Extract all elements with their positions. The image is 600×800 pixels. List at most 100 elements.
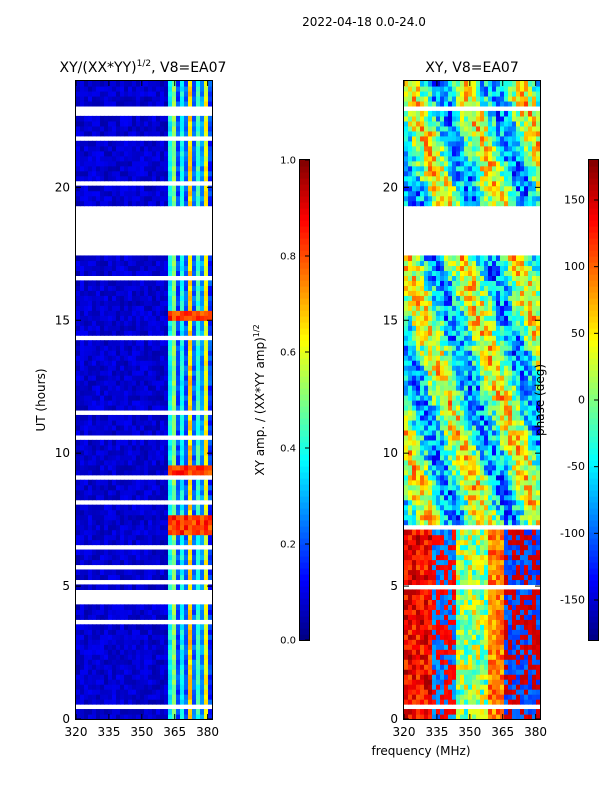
heatmap-cell bbox=[424, 599, 429, 605]
heatmap-cell bbox=[200, 130, 205, 137]
heatmap-cell bbox=[480, 489, 485, 496]
heatmap-cell bbox=[200, 609, 205, 615]
heatmap-cell bbox=[120, 639, 125, 645]
heatmap-cell bbox=[96, 155, 101, 162]
heatmap-cell bbox=[160, 95, 165, 102]
heatmap-cell bbox=[76, 404, 81, 411]
heatmap-cell bbox=[500, 649, 505, 655]
heatmap-cell bbox=[208, 639, 213, 645]
heatmap-cell bbox=[100, 115, 105, 122]
heatmap-cell bbox=[484, 549, 489, 556]
heatmap-cell bbox=[432, 609, 437, 615]
heatmap-cell bbox=[80, 524, 85, 531]
heatmap-cell bbox=[124, 325, 129, 331]
heatmap-cell bbox=[128, 449, 133, 456]
heatmap-cell bbox=[132, 554, 137, 561]
heatmap-cell bbox=[516, 514, 521, 521]
heatmap-cell bbox=[152, 175, 157, 182]
heatmap-cell bbox=[204, 290, 209, 296]
heatmap-cell bbox=[488, 539, 493, 546]
heatmap-cell bbox=[196, 674, 201, 680]
heatmap-cell bbox=[184, 290, 189, 296]
heatmap-cell bbox=[460, 589, 465, 595]
heatmap-cell bbox=[80, 489, 85, 496]
heatmap-cell bbox=[512, 579, 517, 586]
heatmap-cell bbox=[148, 145, 153, 152]
heatmap-cell bbox=[152, 295, 157, 301]
heatmap-cell bbox=[120, 305, 125, 311]
heatmap-cell bbox=[152, 255, 157, 262]
heatmap-cell bbox=[196, 305, 201, 311]
heatmap-cell bbox=[120, 539, 125, 546]
heatmap-cell bbox=[76, 699, 81, 705]
heatmap-cell bbox=[208, 145, 213, 152]
heatmap-cell bbox=[140, 175, 145, 182]
heatmap-cell bbox=[80, 360, 85, 366]
heatmap-cell bbox=[128, 305, 133, 311]
heatmap-cell bbox=[168, 330, 173, 336]
heatmap-cell bbox=[196, 385, 201, 391]
heatmap-cell bbox=[104, 639, 109, 645]
heatmap-cell bbox=[520, 619, 525, 625]
heatmap-cell bbox=[184, 190, 189, 197]
heatmap-cell bbox=[140, 449, 145, 456]
heatmap-cell bbox=[436, 609, 441, 615]
heatmap-cell bbox=[504, 624, 509, 630]
heatmap-cell bbox=[80, 375, 85, 381]
heatmap-cell bbox=[176, 664, 181, 670]
heatmap-cell bbox=[440, 679, 445, 685]
heatmap-cell bbox=[208, 300, 213, 306]
heatmap-cell bbox=[120, 300, 125, 306]
heatmap-cell bbox=[184, 469, 189, 476]
heatmap-cell bbox=[196, 449, 201, 456]
heatmap-cell bbox=[480, 479, 485, 486]
heatmap-cell bbox=[176, 340, 181, 346]
heatmap-cell bbox=[432, 484, 437, 491]
heatmap-cell bbox=[440, 479, 445, 486]
heatmap-cell bbox=[468, 529, 473, 536]
heatmap-cell bbox=[184, 365, 189, 371]
heatmap-cell bbox=[152, 100, 157, 107]
heatmap-cell bbox=[124, 370, 129, 376]
heatmap-cell bbox=[76, 479, 81, 486]
heatmap-cell bbox=[120, 355, 125, 361]
heatmap-cell bbox=[420, 579, 425, 586]
heatmap-cell bbox=[152, 404, 157, 411]
heatmap-cell bbox=[140, 345, 145, 351]
heatmap-cell bbox=[420, 604, 425, 610]
heatmap-cell bbox=[80, 165, 85, 172]
heatmap-cell bbox=[472, 684, 477, 690]
heatmap-cell bbox=[184, 85, 189, 92]
heatmap-cell bbox=[92, 145, 97, 152]
heatmap-cell bbox=[128, 664, 133, 670]
heatmap-cell bbox=[88, 200, 93, 207]
heatmap-cell bbox=[120, 654, 125, 660]
heatmap-cell bbox=[512, 529, 517, 536]
heatmap-cell bbox=[144, 449, 149, 456]
heatmap-cell bbox=[80, 95, 85, 102]
heatmap-cell bbox=[472, 599, 477, 605]
heatmap-cell bbox=[84, 365, 89, 371]
heatmap-cell bbox=[444, 644, 449, 650]
heatmap-cell bbox=[536, 549, 541, 556]
heatmap-cell bbox=[136, 674, 141, 680]
heatmap-cell bbox=[168, 285, 173, 291]
heatmap-cell bbox=[168, 320, 173, 326]
heatmap-cell bbox=[412, 569, 417, 576]
left-title-main: XY/(XX*YY) bbox=[60, 60, 137, 76]
heatmap-cell bbox=[464, 489, 469, 496]
heatmap-cell bbox=[520, 544, 525, 551]
heatmap-cell bbox=[116, 484, 121, 491]
heatmap-cell bbox=[180, 355, 185, 361]
heatmap-cell bbox=[536, 574, 541, 581]
heatmap-cell bbox=[100, 609, 105, 615]
heatmap-cell bbox=[528, 634, 533, 640]
heatmap-cell bbox=[480, 674, 485, 680]
heatmap-cell bbox=[88, 464, 93, 471]
heatmap-cell bbox=[96, 85, 101, 92]
heatmap-cell bbox=[140, 95, 145, 102]
heatmap-cell bbox=[172, 469, 177, 476]
heatmap-cell bbox=[200, 380, 205, 386]
heatmap-cell bbox=[208, 444, 213, 451]
heatmap-cell bbox=[460, 504, 465, 511]
